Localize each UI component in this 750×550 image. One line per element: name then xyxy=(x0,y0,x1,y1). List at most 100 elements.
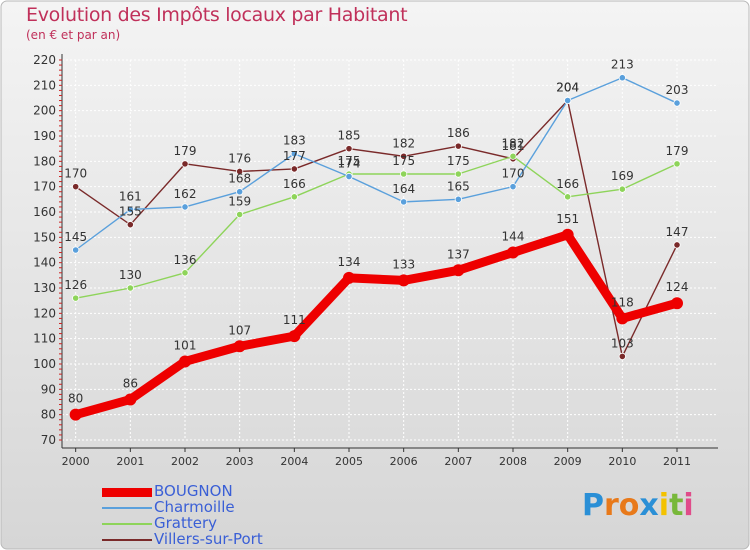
data-point-bougnon xyxy=(69,408,82,421)
data-point-bougnon xyxy=(671,297,683,310)
series-line-bougnon xyxy=(71,230,682,420)
data-point-villers-sur-port xyxy=(673,241,681,249)
data-label-charmoille: 204 xyxy=(556,81,579,95)
data-label-bougnon: 134 xyxy=(338,255,361,269)
data-label-grattery: 175 xyxy=(338,154,361,168)
data-point-bougnon xyxy=(616,312,629,325)
data-label-bougnon: 101 xyxy=(174,338,197,352)
logo-letter-6: t xyxy=(669,488,684,523)
y-tick-label: 140 xyxy=(33,256,56,270)
data-label-charmoille: 145 xyxy=(64,230,87,244)
data-label-bougnon: 151 xyxy=(556,212,579,226)
y-tick-label: 90 xyxy=(41,382,56,396)
logo-letter-1: P xyxy=(582,488,604,523)
data-point-charmoille xyxy=(126,205,134,214)
data-label-bougnon: 118 xyxy=(611,295,634,309)
y-tick-label: 150 xyxy=(33,230,56,244)
y-tick-label: 220 xyxy=(33,53,56,67)
x-tick-label: 2006 xyxy=(390,455,418,468)
data-point-grattery xyxy=(454,170,462,178)
data-label-villers-sur-port: 103 xyxy=(611,336,634,350)
x-tick-label: 2011 xyxy=(663,455,691,468)
legend-swatch-grattery xyxy=(102,523,152,525)
data-point-charmoille xyxy=(618,74,626,82)
data-point-charmoille xyxy=(181,203,189,211)
logo-letter-2: r xyxy=(604,488,619,523)
x-tick-label: 2005 xyxy=(335,455,363,468)
data-point-villers-sur-port xyxy=(236,167,244,176)
data-label-villers-sur-port: 185 xyxy=(338,129,361,143)
data-point-grattery xyxy=(236,210,244,219)
data-point-charmoille xyxy=(236,188,244,196)
x-tick-label: 2010 xyxy=(608,455,636,468)
data-label-grattery: 136 xyxy=(174,253,197,267)
legend-label-bougnon: BOUGNON xyxy=(154,482,233,500)
data-label-bougnon: 80 xyxy=(68,392,83,406)
data-point-charmoille xyxy=(400,198,408,206)
data-point-bougnon xyxy=(179,355,191,368)
logo-letter-7: i xyxy=(683,488,694,523)
y-tick-label: 170 xyxy=(33,180,56,194)
x-tick-label: 2003 xyxy=(226,455,254,468)
data-label-charmoille: 183 xyxy=(283,134,306,148)
data-label-villers-sur-port: 181 xyxy=(502,139,525,153)
y-tick-label: 180 xyxy=(33,154,56,168)
data-point-grattery xyxy=(400,170,408,178)
data-point-bougnon xyxy=(343,271,355,284)
series-line-grattery xyxy=(74,155,678,299)
data-label-charmoille: 170 xyxy=(502,167,525,181)
x-tick-label: 2004 xyxy=(280,455,308,468)
x-tick-label: 2002 xyxy=(171,455,199,468)
data-label-villers-sur-port: 179 xyxy=(174,144,197,158)
data-label-charmoille: 174 xyxy=(338,157,361,171)
data-label-grattery: 182 xyxy=(502,136,525,150)
data-label-charmoille: 162 xyxy=(174,187,197,201)
data-label-bougnon: 144 xyxy=(502,230,525,244)
y-tick-label: 100 xyxy=(33,357,56,371)
data-label-bougnon: 111 xyxy=(283,313,306,327)
y-tick-label: 160 xyxy=(33,205,56,219)
logo-letter-3: o xyxy=(618,488,640,523)
data-label-bougnon: 137 xyxy=(447,247,470,261)
data-point-charmoille xyxy=(72,246,80,254)
y-tick-label: 80 xyxy=(41,408,56,422)
data-point-grattery xyxy=(72,294,80,302)
data-point-grattery xyxy=(126,284,134,292)
logo-letter-5: i xyxy=(658,488,670,523)
data-point-villers-sur-port xyxy=(400,152,408,160)
data-label-grattery: 175 xyxy=(392,154,415,168)
data-label-charmoille: 165 xyxy=(447,179,470,193)
x-tick-label: 2008 xyxy=(499,455,527,468)
data-label-grattery: 179 xyxy=(666,144,689,158)
legend-swatch-villers-sur-port xyxy=(102,539,152,541)
data-point-villers-sur-port xyxy=(618,352,626,360)
data-label-villers-sur-port: 155 xyxy=(119,205,142,219)
logo-letter-4: x xyxy=(639,488,659,523)
data-label-bougnon: 133 xyxy=(392,257,415,271)
proxiti-logo: Proxiti xyxy=(582,488,694,523)
data-point-bougnon xyxy=(233,340,246,353)
data-label-grattery: 130 xyxy=(119,268,142,282)
series-line-charmoille xyxy=(74,77,678,251)
x-tick-label: 2001 xyxy=(116,455,144,468)
data-point-bougnon xyxy=(561,228,574,241)
data-label-grattery: 166 xyxy=(556,177,579,191)
data-point-charmoille xyxy=(345,172,353,181)
data-label-bougnon: 107 xyxy=(228,323,251,337)
data-label-bougnon: 86 xyxy=(123,376,138,390)
data-label-villers-sur-port: 177 xyxy=(283,149,306,163)
legend-swatch-bougnon xyxy=(102,488,152,497)
data-point-charmoille xyxy=(454,195,462,203)
y-tick-label: 120 xyxy=(33,306,56,320)
legend-swatch-charmoille xyxy=(102,507,152,509)
data-point-bougnon xyxy=(288,330,301,343)
data-point-bougnon xyxy=(507,246,519,259)
y-tick-label: 70 xyxy=(41,433,56,447)
data-point-charmoille xyxy=(290,150,298,158)
y-tick-label: 200 xyxy=(33,104,56,118)
data-point-charmoille xyxy=(564,96,572,105)
data-label-villers-sur-port: 176 xyxy=(228,151,251,165)
legend-label-villers-sur-port: Villers-sur-Port xyxy=(154,530,263,548)
